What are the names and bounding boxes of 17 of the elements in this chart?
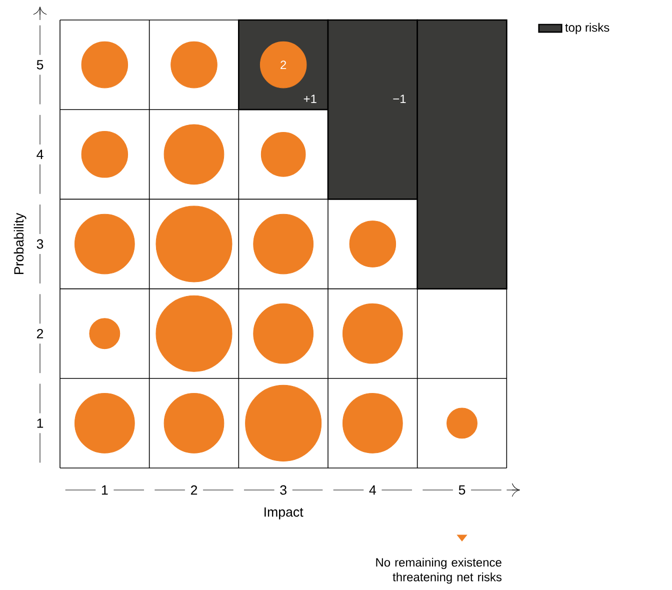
y-tick-label: 2 bbox=[36, 328, 44, 338]
x-axis-title: Impact bbox=[264, 507, 304, 520]
x-tick-label: 1 bbox=[102, 485, 108, 495]
x-tick-label: 3 bbox=[280, 485, 286, 495]
annotation: +1 bbox=[304, 94, 316, 103]
x-tick-label: 2 bbox=[190, 485, 198, 495]
text: No remaining existence threatening net risks bbox=[376, 558, 502, 584]
y-tick-label: 1 bbox=[37, 418, 44, 428]
x-tick-label: 4 bbox=[369, 485, 376, 495]
x-tick-label: 5 bbox=[458, 485, 466, 495]
y-tick-label: 5 bbox=[36, 60, 44, 70]
legend-label: top risks bbox=[565, 22, 610, 34]
y-axis-title: Probability bbox=[14, 212, 26, 274]
y-tick-label: 3 bbox=[36, 239, 44, 249]
annotation: −1 bbox=[393, 94, 406, 103]
y-tick-label: 4 bbox=[36, 150, 44, 159]
annotation: 2 bbox=[280, 60, 286, 69]
